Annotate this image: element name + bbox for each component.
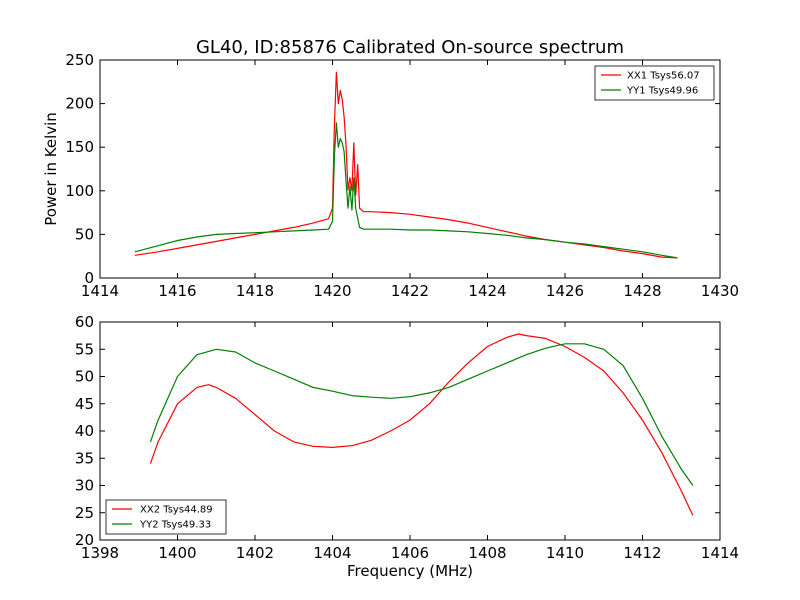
y-tick-label-top-0: 0 [84, 269, 94, 287]
y-tick-label-top-4: 200 [65, 95, 94, 113]
series-group-top [134, 71, 678, 259]
legend-box [105, 499, 227, 535]
x-tick-label-bottom-5: 1408 [468, 544, 506, 562]
chart-bottom: 1398 1400 1402 1404 1406 1408 1410 1412 1414 20 25… [75, 313, 739, 580]
x-tick-label-top-2: 1418 [236, 282, 274, 300]
y-tick-label-bottom-1: 25 [75, 504, 94, 522]
legend-label-xx1: XX1 Tsys56.07 [627, 71, 700, 82]
y-tick-label-top-3: 150 [65, 138, 94, 156]
legend-label-yy1: YY1 Tsys49.96 [626, 86, 698, 97]
x-tick-label-top-7: 1428 [623, 282, 661, 300]
x-tick-label-top-5: 1424 [468, 282, 506, 300]
series-line-bottom-0 [149, 333, 694, 516]
x-tick-label-bottom-3: 1404 [313, 544, 351, 562]
x-axis-label: Frequency (MHz) [347, 562, 473, 580]
series-group-bottom [149, 333, 694, 516]
chart-title: GL40, ID:85876 Calibrated On-source spec… [196, 37, 624, 58]
x-tick-label-top-3: 1420 [313, 282, 351, 300]
y-tick-label-bottom-5: 45 [75, 395, 94, 413]
x-tick-label-bottom-6: 1410 [546, 544, 584, 562]
x-tick-label-bottom-4: 1406 [391, 544, 429, 562]
legend-top: XX1 Tsys56.07 YY1 Tsys49.96 [594, 65, 715, 101]
chart-top: GL40, ID:85876 Calibrated On-source spec… [42, 37, 739, 300]
series-line-bottom-1 [149, 343, 694, 486]
x-tick-label-bottom-8: 1414 [701, 544, 739, 562]
y-tick-label-bottom-4: 40 [75, 422, 94, 440]
y-tick-label-bottom-2: 30 [75, 477, 94, 495]
series-line-top-1 [134, 122, 678, 259]
y-tick-label-bottom-3: 35 [75, 449, 94, 467]
y-tick-label-bottom-8: 60 [75, 313, 94, 331]
legend-box [594, 65, 715, 101]
x-tick-label-bottom-1: 1400 [158, 544, 196, 562]
legend-bottom: XX2 Tsys44.89 YY2 Tsys49.33 [105, 499, 227, 535]
x-tick-label-top-6: 1426 [546, 282, 584, 300]
y-tick-label-top-2: 100 [65, 182, 94, 200]
x-tick-label-bottom-2: 1402 [236, 544, 274, 562]
y-tick-label-top-1: 50 [75, 225, 94, 243]
x-tick-label-bottom-7: 1412 [623, 544, 661, 562]
y-axis-label-top: Power in Kelvin [42, 112, 60, 226]
x-tick-label-top-0: 1414 [81, 282, 119, 300]
x-tick-label-top-8: 1430 [701, 282, 739, 300]
x-tick-label-top-1: 1416 [158, 282, 196, 300]
y-tick-label-bottom-0: 20 [75, 531, 94, 549]
tick-group-top: 1414 1416 1418 1420 1422 1424 1426 1428 1430 0 50 1… [65, 51, 739, 300]
x-tick-label-bottom-0: 1398 [81, 544, 119, 562]
y-tick-label-bottom-6: 50 [75, 368, 94, 386]
legend-label-yy2: YY2 Tsys49.33 [139, 520, 211, 531]
y-tick-label-top-5: 250 [65, 51, 94, 69]
tick-group-bottom: 1398 1400 1402 1404 1406 1408 1410 1412 1414 20 25… [75, 313, 739, 562]
legend-label-xx2: XX2 Tsys44.89 [140, 505, 213, 516]
x-tick-label-top-4: 1422 [391, 282, 429, 300]
y-tick-label-bottom-7: 55 [75, 340, 94, 358]
